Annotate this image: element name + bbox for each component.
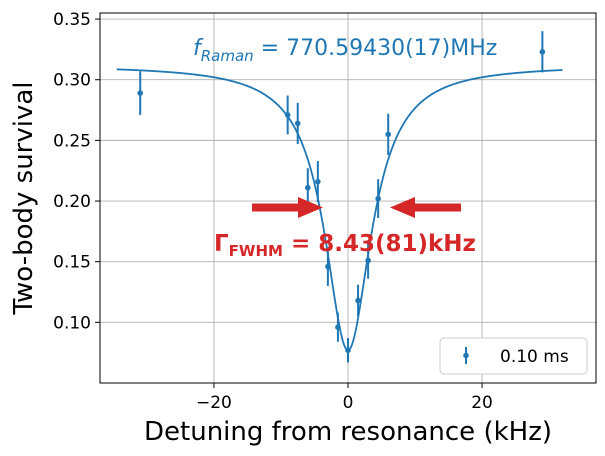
point-marker: [385, 131, 392, 138]
fwhm-arrows: [252, 197, 461, 218]
x-tick-label: 0: [343, 393, 354, 413]
point-marker: [355, 297, 361, 304]
raman-annotation: fRaman = 770.59430(17)MHz: [193, 36, 497, 65]
data-point: [365, 242, 371, 279]
legend-label: 0.10 ms: [500, 347, 569, 367]
y-tick-label: 0.15: [53, 253, 91, 273]
point-marker: [325, 263, 331, 270]
legend-box: [439, 337, 588, 375]
data-point: [304, 168, 311, 208]
fwhm-value: = 8.43(81)kHz: [283, 231, 476, 257]
data-point: [315, 161, 321, 203]
left-arrow-head: [298, 197, 323, 218]
data-points: [137, 31, 546, 363]
point-marker: [365, 257, 371, 264]
grid-lines: [100, 13, 596, 383]
data-point: [355, 284, 361, 317]
y-tick-label: 0.30: [53, 71, 91, 91]
data-point: [375, 179, 381, 219]
raman-symbol: f: [193, 36, 204, 61]
x-axis-label: Detuning from resonance (kHz): [144, 417, 552, 447]
raman-value: = 770.59430(17)MHz: [254, 36, 498, 61]
point-marker: [315, 178, 321, 185]
fit-curve: [116, 68, 563, 352]
y-tick-label: 0.35: [53, 10, 91, 30]
legend-marker: [463, 347, 469, 364]
point-marker: [284, 112, 291, 118]
data-point: [539, 31, 546, 73]
x-ticks: −20 0 20: [196, 383, 493, 413]
point-marker: [345, 347, 351, 354]
data-point: [345, 338, 351, 363]
data-point: [294, 102, 301, 145]
data-point: [137, 71, 144, 115]
y-tick-label: 0.25: [53, 131, 91, 151]
point-marker: [294, 120, 301, 127]
data-point: [335, 312, 341, 342]
data-point: [385, 113, 392, 155]
legend: 0.10 ms: [439, 337, 588, 375]
data-point: [325, 247, 331, 286]
y-tick-label: 0.20: [53, 192, 91, 212]
raman-subscript: Raman: [201, 47, 254, 65]
data-point: [284, 95, 291, 135]
x-tick-label: 20: [471, 393, 493, 413]
x-tick-label: −20: [196, 393, 232, 413]
y-axis-label: Two-body survival: [9, 81, 39, 315]
right-arrow-head: [390, 197, 415, 218]
fwhm-subscript: FWHM: [229, 242, 283, 260]
point-marker: [137, 90, 144, 96]
point-marker: [539, 49, 546, 55]
point-marker: [335, 324, 341, 330]
y-ticks: 0.10 0.15 0.20 0.25 0.30 0.35: [53, 10, 100, 333]
fwhm-annotation: ΓFWHM = 8.43(81)kHz: [214, 231, 476, 260]
point-marker: [375, 195, 381, 202]
point-marker: [304, 184, 311, 191]
fwhm-symbol: Γ: [214, 231, 229, 257]
y-tick-label: 0.10: [53, 313, 91, 333]
legend-point: [463, 352, 469, 359]
